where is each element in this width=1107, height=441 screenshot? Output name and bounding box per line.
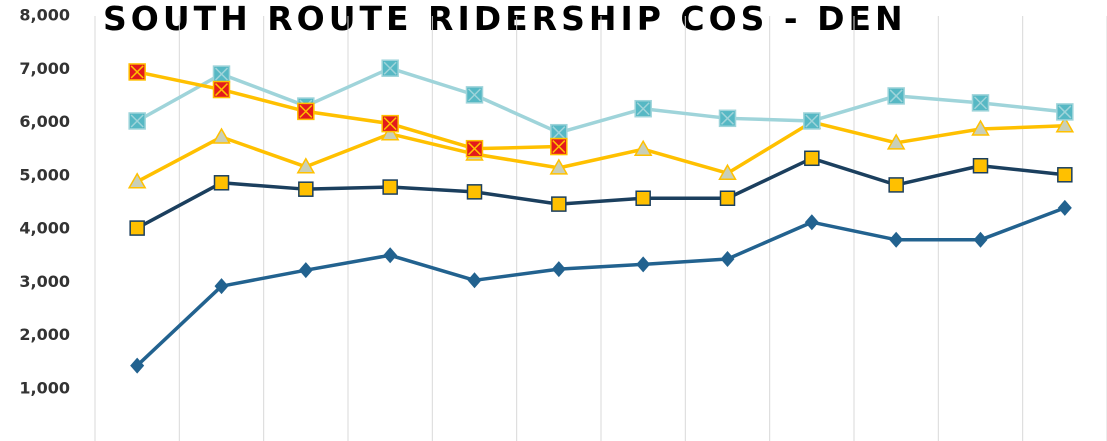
marker (973, 231, 988, 248)
series-line (135, 206, 1066, 367)
marker (719, 190, 736, 206)
marker-cross (383, 61, 397, 75)
series-line (136, 70, 559, 151)
series-line (136, 66, 1066, 135)
marker (466, 184, 483, 200)
marker (383, 247, 398, 264)
series-line (136, 120, 1065, 184)
marker (889, 231, 904, 248)
y-tick-label: 6,000 (19, 112, 70, 131)
marker (1056, 103, 1074, 121)
y-tick-label: 7,000 (19, 59, 70, 78)
marker (130, 357, 145, 374)
marker-cross (552, 126, 566, 140)
marker (1057, 199, 1072, 216)
marker (887, 87, 905, 105)
marker (465, 86, 484, 104)
marker (381, 114, 399, 133)
chart-title: SOUTH ROUTE RIDERSHIP COS - DEN (103, 0, 907, 38)
marker (888, 177, 904, 193)
marker (381, 59, 399, 77)
marker-cross (889, 89, 903, 103)
y-tick-label: 5,000 (19, 165, 70, 184)
marker (127, 172, 147, 189)
marker (298, 262, 313, 279)
marker (550, 137, 568, 156)
marker (214, 278, 229, 295)
marker-cross (720, 111, 735, 125)
marker (298, 181, 314, 197)
marker (213, 175, 230, 191)
marker (129, 220, 145, 236)
marker (549, 158, 569, 175)
marker (1055, 116, 1075, 133)
marker (718, 109, 737, 128)
marker-cross (383, 117, 397, 131)
y-tick-label: 2,000 (19, 325, 70, 344)
marker-cross (636, 102, 650, 116)
marker (803, 112, 821, 130)
marker-cross (973, 96, 988, 110)
marker (633, 139, 653, 156)
marker (718, 163, 737, 180)
marker (296, 157, 316, 174)
marker (886, 133, 906, 150)
marker (804, 214, 819, 231)
marker (467, 272, 482, 289)
marker-cross (130, 65, 144, 79)
marker (634, 99, 652, 118)
marker (212, 80, 231, 99)
marker-cross (130, 114, 144, 128)
marker (212, 65, 231, 83)
marker (297, 102, 315, 121)
marker-cross (467, 142, 482, 156)
marker (635, 190, 651, 206)
y-tick-label: 8,000 (19, 6, 70, 25)
marker (1057, 167, 1073, 183)
marker (804, 150, 820, 167)
marker-cross (1058, 105, 1072, 119)
marker (551, 196, 567, 212)
marker (128, 112, 146, 130)
marker (465, 139, 484, 158)
series-line (136, 156, 1066, 230)
marker-cross (214, 83, 229, 97)
marker (972, 157, 989, 174)
marker (380, 124, 400, 141)
marker (636, 256, 651, 273)
marker (550, 123, 568, 142)
marker-cross (552, 140, 566, 154)
marker-cross (214, 67, 229, 81)
marker (128, 63, 146, 81)
marker-cross (805, 114, 819, 128)
y-tick-label: 1,000 (19, 379, 70, 398)
marker (971, 119, 990, 136)
marker (971, 94, 990, 112)
marker (551, 261, 566, 278)
y-tick-label: 3,000 (19, 272, 70, 291)
y-tick-label: 4,000 (19, 219, 70, 238)
marker (212, 127, 231, 144)
marker (720, 250, 735, 267)
marker-cross (299, 104, 313, 118)
marker-cross (467, 88, 482, 102)
marker (382, 179, 398, 195)
